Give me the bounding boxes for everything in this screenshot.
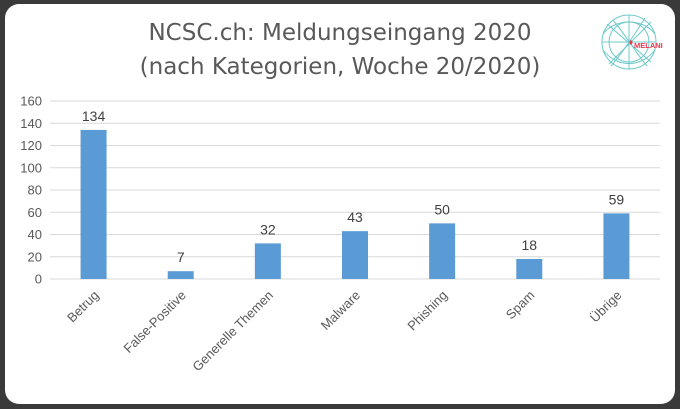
data-label: 18 bbox=[521, 237, 537, 253]
chart-card: NCSC.ch: Meldungseingang 2020 (nach Kate… bbox=[5, 4, 675, 404]
data-label: 43 bbox=[347, 209, 363, 225]
y-tick-label: 20 bbox=[28, 249, 42, 264]
data-label: 32 bbox=[260, 221, 276, 237]
y-tick-label: 120 bbox=[20, 138, 42, 153]
logo-text: MELANI bbox=[634, 41, 663, 50]
bar bbox=[603, 213, 630, 279]
y-tick-label: 0 bbox=[35, 272, 42, 287]
bar-chart: 0 20 40 60 80 100 120 140 160 134 Betrug 7 False-Pos… bbox=[20, 94, 660, 375]
chart-title: NCSC.ch: Meldungseingang 2020 bbox=[148, 20, 532, 46]
bar bbox=[342, 231, 368, 279]
data-label: 59 bbox=[609, 191, 625, 207]
y-tick-label: 40 bbox=[28, 227, 42, 242]
melani-logo: MELANI bbox=[595, 12, 665, 74]
x-tick-label: Übrige bbox=[587, 288, 625, 326]
y-tick-label: 60 bbox=[28, 205, 42, 220]
x-tick-label: Spam bbox=[503, 288, 538, 323]
x-tick-label: Betrug bbox=[64, 288, 102, 326]
x-tick-label: Phishing bbox=[404, 288, 450, 334]
y-tick-label: 100 bbox=[20, 160, 42, 175]
y-tick-label: 80 bbox=[28, 183, 42, 198]
data-label: 7 bbox=[177, 249, 185, 265]
x-tick-label: False-Positive bbox=[121, 288, 189, 356]
bar bbox=[167, 271, 194, 279]
chart-title-block: NCSC.ch: Meldungseingang 2020 (nach Kate… bbox=[5, 16, 675, 84]
x-tick-label: Malware bbox=[318, 288, 363, 333]
x-tick-label: Generelle Themen bbox=[189, 288, 276, 375]
bar bbox=[80, 129, 107, 279]
chart-subtitle: (nach Kategorien, Woche 20/2020) bbox=[139, 54, 541, 80]
melani-logo-icon: MELANI bbox=[601, 14, 663, 70]
y-tick-label: 140 bbox=[20, 116, 42, 131]
bar bbox=[429, 223, 456, 279]
bar bbox=[254, 243, 281, 279]
data-label: 50 bbox=[434, 201, 450, 217]
data-label: 134 bbox=[82, 108, 106, 124]
bar bbox=[516, 258, 543, 279]
y-tick-label: 160 bbox=[20, 94, 42, 109]
